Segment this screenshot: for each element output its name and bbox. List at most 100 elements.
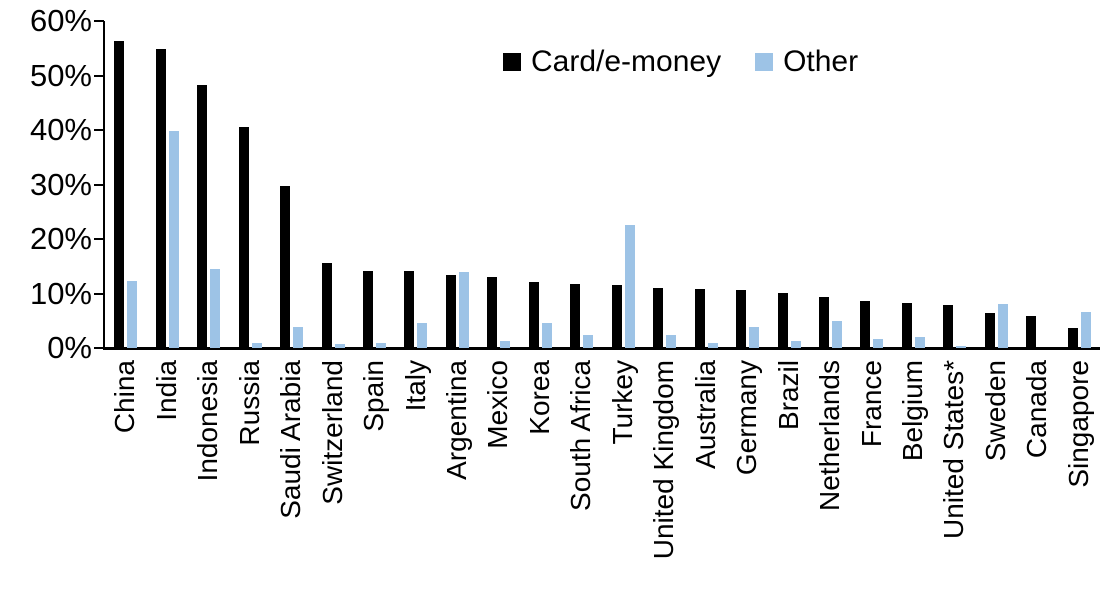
bar-other-korea — [541, 323, 552, 348]
y-axis-tick — [94, 183, 104, 186]
bar-card-e-money-saudi-arabia — [280, 186, 291, 348]
x-tick-label-text: Turkey — [606, 360, 638, 445]
bar-card-e-money-australia — [694, 289, 705, 348]
bar-card-e-money-france — [860, 301, 871, 348]
bar-group-argentina — [437, 21, 478, 348]
x-tick-label-text: Italy — [399, 360, 431, 412]
bar-other-united-states — [956, 346, 967, 348]
bar-card-e-money-turkey — [611, 285, 622, 348]
x-tick-label-switzerland: Switzerland — [312, 360, 353, 590]
x-tick-label-turkey: Turkey — [603, 360, 644, 590]
bar-other-argentina — [458, 272, 469, 348]
bar-group-mexico — [478, 21, 519, 348]
bar-group-australia — [685, 21, 726, 348]
x-tick-label-text: United States* — [938, 360, 970, 539]
x-tick-label-russia: Russia — [229, 360, 270, 590]
bar-card-e-money-china — [114, 41, 125, 348]
bar-other-belgium — [914, 337, 925, 348]
x-tick-label-germany: Germany — [727, 360, 768, 590]
bar-card-e-money-brazil — [777, 293, 788, 348]
bar-group-brazil — [768, 21, 809, 348]
bar-other-brazil — [790, 341, 801, 348]
bar-group-switzerland — [312, 21, 353, 348]
y-tick-label: 10% — [29, 275, 92, 311]
x-tick-label-text: Germany — [731, 360, 763, 476]
bar-other-switzerland — [334, 344, 345, 348]
x-tick-label-text: Australia — [689, 360, 721, 469]
x-tick-label-text: Indonesia — [192, 360, 224, 482]
y-tick-label: 50% — [29, 57, 92, 93]
bar-group-russia — [229, 21, 270, 348]
bar-card-e-money-spain — [362, 271, 373, 348]
y-axis-tick — [94, 129, 104, 131]
legend-label-card-e-money: Card/e-money — [531, 45, 722, 78]
bar-group-korea — [520, 21, 561, 348]
bar-group-canada — [1017, 21, 1058, 348]
bar-card-e-money-canada — [1026, 316, 1037, 348]
y-axis-tick — [94, 74, 104, 77]
x-tick-label-australia: Australia — [685, 360, 726, 590]
x-tick-label-italy: Italy — [395, 360, 436, 590]
x-tick-label-text: Brazil — [772, 360, 804, 431]
x-tick-label-indonesia: Indonesia — [188, 360, 229, 590]
x-tick-label-text: Belgium — [897, 360, 929, 462]
bar-group-south-africa — [561, 21, 602, 348]
x-tick-label-united-kingdom: United Kingdom — [644, 360, 685, 590]
bar-card-e-money-argentina — [445, 275, 456, 348]
bar-card-e-money-netherlands — [819, 297, 829, 348]
chart-legend: Card/e-money Other — [503, 44, 858, 80]
bar-card-e-money-sweden — [984, 313, 995, 348]
x-tick-label-text: Spain — [358, 360, 390, 432]
bar-card-e-money-germany — [736, 290, 747, 348]
bar-card-e-money-india — [155, 49, 166, 348]
bar-group-india — [146, 21, 187, 348]
x-tick-label-india: India — [146, 360, 187, 590]
x-tick-label-netherlands: Netherlands — [810, 360, 851, 590]
x-tick-label-argentina: Argentina — [437, 360, 478, 590]
x-tick-label-belgium: Belgium — [893, 360, 934, 590]
x-tick-label-text: Argentina — [440, 360, 472, 480]
bar-card-e-money-united-kingdom — [653, 288, 664, 348]
x-axis-line — [103, 347, 1100, 350]
bar-other-mexico — [500, 341, 511, 348]
y-axis-tick — [94, 238, 104, 240]
x-tick-label-text: Singapore — [1062, 360, 1094, 488]
y-tick-label: 60% — [29, 3, 92, 38]
x-tick-label-mexico: Mexico — [478, 360, 519, 590]
x-tick-label-canada: Canada — [1017, 360, 1058, 590]
x-tick-label-saudi-arabia: Saudi Arabia — [271, 360, 312, 590]
x-tick-label-text: Mexico — [482, 360, 514, 449]
x-tick-label-china: China — [105, 360, 146, 590]
bar-card-e-money-indonesia — [197, 85, 208, 348]
x-tick-label-text: China — [109, 360, 141, 434]
bar-group-france — [851, 21, 892, 348]
bar-group-italy — [395, 21, 436, 348]
legend-item-card-e-money: Card/e-money — [503, 45, 721, 79]
legend-swatch-other — [755, 53, 774, 71]
bar-card-e-money-mexico — [487, 277, 498, 348]
x-tick-label-text: Saudi Arabia — [275, 360, 307, 519]
bar-group-china — [105, 21, 146, 348]
x-tick-label-text: India — [150, 360, 182, 421]
legend-label-other: Other — [783, 45, 859, 78]
bar-group-netherlands — [810, 21, 851, 348]
legend-swatch-card-e-money — [503, 53, 521, 71]
x-tick-label-text: South Africa — [565, 360, 597, 511]
x-tick-label-spain: Spain — [354, 360, 395, 590]
bar-card-e-money-korea — [528, 282, 539, 348]
bar-card-e-money-italy — [404, 271, 415, 348]
x-tick-label-text: Switzerland — [316, 360, 348, 505]
bar-card-e-money-singapore — [1067, 328, 1078, 348]
x-tick-label-text: Russia — [233, 360, 265, 446]
bar-other-india — [168, 131, 179, 348]
legend-item-other: Other — [755, 45, 858, 79]
bar-group-turkey — [603, 21, 644, 348]
bar-group-sweden — [976, 21, 1017, 348]
x-tick-label-text: France — [855, 360, 887, 448]
x-tick-label-korea: Korea — [520, 360, 561, 590]
y-tick-label: 0% — [47, 330, 92, 365]
x-tick-label-united-states: United States* — [934, 360, 975, 590]
y-axis-tick — [94, 347, 104, 349]
bar-other-south-africa — [583, 335, 594, 348]
